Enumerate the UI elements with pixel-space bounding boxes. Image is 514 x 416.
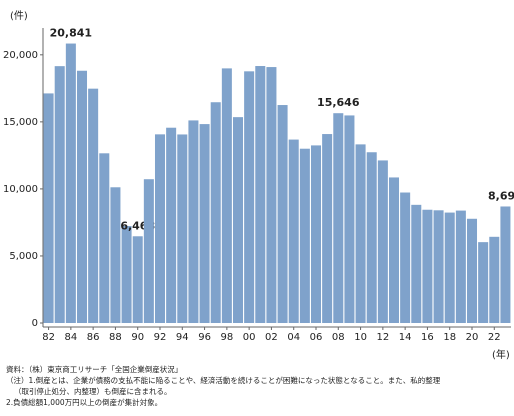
bar — [65, 43, 76, 323]
bar — [255, 66, 266, 323]
bar — [76, 70, 88, 323]
x-tick-label: 22 — [488, 332, 501, 343]
x-tick-label: 14 — [399, 332, 412, 343]
bar — [388, 177, 400, 323]
value-label: 15,646 — [317, 96, 360, 109]
x-tick-label: 98 — [220, 332, 233, 343]
note: 2.負債総額1,000万円以上の倒産が集計対象。 — [6, 397, 162, 407]
value-label: 20,841 — [50, 27, 92, 40]
bar — [210, 102, 221, 323]
y-tick-label: 15,000 — [3, 117, 38, 128]
bar — [422, 209, 433, 323]
bar — [322, 134, 333, 323]
bar — [199, 124, 210, 324]
x-tick-label: 02 — [265, 332, 278, 343]
y-tick-label: 5,000 — [9, 251, 38, 262]
bar — [444, 212, 455, 323]
bar — [232, 117, 244, 323]
note: （取引停止処分、内整理）も倒産に含まれる。 — [14, 386, 172, 396]
x-unit: (年) — [492, 348, 510, 361]
bar — [400, 192, 411, 323]
bar — [377, 160, 388, 323]
x-tick-label: 84 — [64, 332, 77, 343]
y-tick-label: 10,000 — [3, 184, 38, 195]
bar — [43, 93, 54, 323]
bar — [411, 204, 422, 323]
bar — [132, 236, 143, 323]
bar — [154, 134, 166, 323]
x-tick-label: 16 — [421, 332, 434, 343]
x-tick-label: 96 — [198, 332, 211, 343]
y-tick-label: 20,000 — [3, 50, 38, 61]
bar — [478, 242, 489, 323]
bar — [99, 153, 110, 323]
bar — [121, 225, 132, 323]
bar — [366, 152, 377, 323]
x-tick-label: 90 — [131, 332, 144, 343]
bar — [299, 148, 310, 323]
bar — [344, 115, 355, 323]
bar — [466, 218, 478, 323]
y-tick-label: 0 — [32, 318, 38, 329]
bar — [277, 105, 288, 324]
bar — [221, 68, 232, 323]
x-tick-label: 00 — [243, 332, 256, 343]
x-tick-label: 86 — [87, 332, 100, 343]
bar — [433, 210, 444, 323]
x-tick-label: 06 — [310, 332, 323, 343]
bar — [333, 113, 344, 324]
x-tick-label: 20 — [466, 332, 479, 343]
bar — [500, 206, 511, 323]
x-tick-label: 92 — [154, 332, 167, 343]
x-tick-label: 12 — [376, 332, 389, 343]
bar — [489, 236, 500, 323]
note: （注）1.倒産とは、企業が債務の支払不能に陥ることや、経済活動を続けることが困難… — [6, 375, 441, 385]
bar — [110, 187, 121, 323]
note: 資料：（株）東京商工リサーチ「全国企業倒産状況」 — [6, 364, 182, 374]
bar — [177, 134, 188, 323]
bar — [188, 120, 199, 323]
bar — [288, 139, 299, 323]
bar — [143, 179, 154, 323]
bar — [54, 66, 65, 323]
x-tick-label: 08 — [332, 332, 345, 343]
x-tick-label: 18 — [443, 332, 456, 343]
bar — [310, 145, 322, 323]
x-tick-label: 94 — [176, 332, 189, 343]
bar — [355, 144, 366, 323]
bar — [455, 210, 466, 323]
bar — [266, 67, 277, 323]
bar — [244, 71, 255, 324]
x-tick-label: 04 — [287, 332, 300, 343]
bar — [88, 88, 99, 324]
x-tick-label: 10 — [354, 332, 367, 343]
value-label: 8,690 — [488, 189, 514, 202]
bar — [166, 127, 177, 324]
y-unit: (件) — [10, 10, 28, 22]
x-tick-label: 82 — [42, 332, 55, 343]
x-tick-label: 88 — [109, 332, 122, 343]
